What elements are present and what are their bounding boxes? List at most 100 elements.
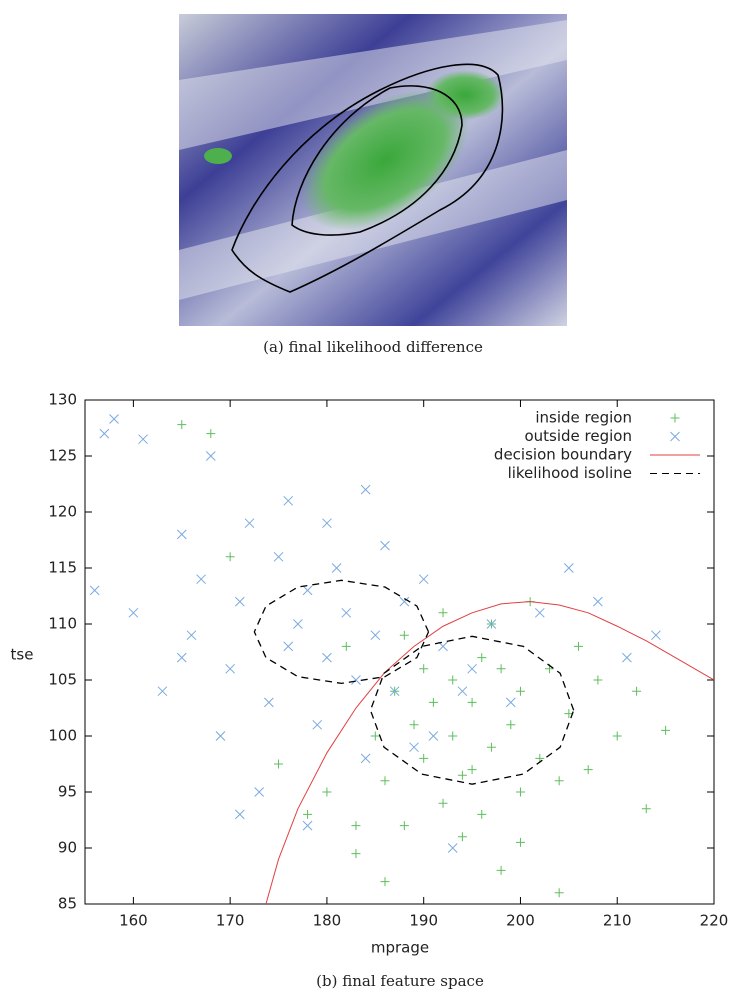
green-region — [425, 70, 505, 120]
data-point — [622, 652, 632, 663]
data-point — [399, 630, 409, 640]
data-point — [428, 731, 439, 741]
data-point — [215, 731, 226, 741]
legend-swatch — [670, 431, 680, 442]
data-point — [322, 787, 332, 797]
y-tick-label: 115 — [48, 559, 77, 577]
data-point — [438, 641, 448, 652]
y-tick-label: 100 — [48, 727, 77, 745]
data-point — [448, 675, 458, 685]
data-point — [438, 608, 448, 618]
data-point — [196, 574, 206, 585]
data-point — [331, 563, 342, 573]
data-point — [467, 697, 477, 707]
x-tick-label: 170 — [216, 912, 245, 930]
y-tick-label: 105 — [48, 671, 77, 689]
data-point — [186, 630, 197, 641]
data-point — [341, 641, 351, 651]
data-point — [244, 518, 255, 529]
data-point — [380, 877, 390, 887]
data-point — [370, 731, 380, 741]
data-point — [322, 518, 332, 529]
data-point — [264, 697, 274, 708]
legend-swatch — [670, 413, 680, 423]
data-point — [554, 776, 564, 786]
data-point — [206, 429, 216, 439]
data-point — [283, 641, 294, 652]
data-point — [419, 753, 429, 763]
green-spot — [204, 148, 232, 164]
data-point — [574, 641, 584, 651]
plot-frame — [84, 399, 715, 905]
data-point — [409, 742, 419, 753]
data-point — [477, 809, 487, 819]
data-point — [176, 652, 187, 663]
data-point — [612, 731, 622, 741]
data-point — [534, 607, 545, 618]
y-tick-label: 90 — [58, 839, 77, 857]
y-tick-label: 125 — [48, 447, 77, 465]
data-point — [583, 765, 593, 775]
x-axis-label: mprage — [371, 939, 429, 957]
legend-label: decision boundary — [494, 446, 632, 464]
y-axis-label: tse — [11, 646, 34, 664]
data-point — [360, 484, 371, 495]
data-point — [128, 607, 139, 618]
data-point — [322, 652, 332, 663]
x-tick-label: 190 — [409, 912, 438, 930]
inner-contour — [291, 85, 463, 236]
green-region — [301, 89, 469, 231]
x-tick-label: 210 — [603, 912, 632, 930]
y-tick-label: 95 — [58, 783, 77, 801]
data-point — [351, 821, 361, 831]
data-point — [399, 821, 409, 831]
legend-label: likelihood isoline — [508, 464, 632, 482]
data-point — [205, 451, 216, 461]
data-point — [99, 428, 110, 439]
data-point — [651, 630, 661, 641]
data-point — [593, 675, 603, 685]
y-tick-label: 85 — [58, 895, 77, 913]
data-point — [438, 798, 448, 808]
data-point — [283, 495, 294, 506]
data-point — [177, 420, 187, 430]
x-tick-label: 200 — [506, 912, 535, 930]
data-point — [312, 719, 323, 730]
data-point — [515, 686, 525, 696]
data-point — [496, 865, 506, 875]
data-point — [447, 843, 458, 853]
y-tick-label: 120 — [48, 503, 77, 521]
data-point — [467, 663, 477, 674]
data-point — [457, 686, 468, 697]
data-point — [225, 552, 235, 562]
data-point — [109, 414, 119, 424]
data-point — [380, 776, 390, 786]
legend-label: outside region — [524, 427, 632, 445]
data-point — [419, 664, 429, 674]
data-point — [418, 574, 429, 585]
data-point — [274, 759, 284, 769]
data-point — [225, 663, 236, 674]
data-point — [370, 630, 381, 641]
data-point — [593, 596, 603, 607]
data-point — [254, 787, 265, 797]
data-point — [409, 720, 419, 730]
y-tick-label: 110 — [48, 615, 77, 633]
data-point — [157, 686, 168, 697]
data-point — [477, 653, 487, 663]
likelihood-image — [179, 14, 567, 326]
y-tick-label: 130 — [48, 391, 77, 409]
data-point — [234, 809, 245, 820]
data-point — [341, 607, 352, 618]
data-point — [448, 731, 458, 741]
data-point — [515, 837, 525, 847]
data-point — [428, 697, 438, 707]
data-point — [457, 832, 467, 842]
series-line — [253, 579, 575, 785]
data-point — [360, 753, 371, 764]
data-point — [351, 849, 361, 859]
data-point — [641, 804, 651, 814]
scatter-plot: mprage tse 160 170 180 190 200 210 220 85 90 95 10… — [11, 391, 729, 957]
data-point — [351, 675, 361, 685]
